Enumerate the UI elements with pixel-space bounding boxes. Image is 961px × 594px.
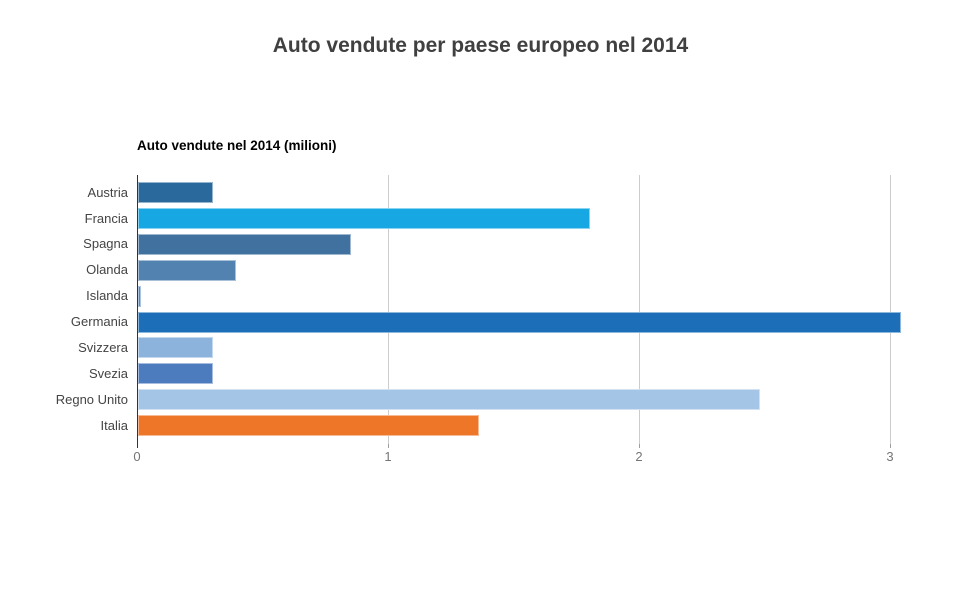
- axis-tick: [889, 444, 891, 448]
- grid-line: [889, 175, 891, 444]
- bar-islanda[interactable]: [138, 285, 141, 307]
- axis-tick: [638, 444, 640, 448]
- bar-svezia[interactable]: [138, 363, 214, 385]
- category-label: Olanda: [86, 262, 128, 278]
- bar-olanda[interactable]: [138, 259, 236, 281]
- category-label: Italia: [100, 417, 128, 433]
- x-tick-label: 2: [635, 449, 643, 464]
- category-label: Austria: [87, 184, 128, 200]
- category-label: Islanda: [86, 288, 128, 304]
- category-label: Svizzera: [78, 339, 128, 355]
- category-axis-labels: Austria Francia Spagna Olanda Islanda Germani…: [0, 175, 128, 444]
- category-label: Germania: [70, 314, 128, 330]
- chart-subtitle: Auto vendute nel 2014 (milioni): [137, 138, 337, 153]
- y-axis-line: [137, 175, 138, 448]
- grid-line: [387, 175, 389, 444]
- bar-germania[interactable]: [138, 311, 902, 333]
- plot-area: [136, 175, 957, 448]
- category-label: Francia: [84, 210, 128, 226]
- category-label: Spagna: [83, 236, 128, 252]
- x-axis-labels: 0 1 2 3: [0, 449, 961, 467]
- axis-tick: [387, 444, 389, 448]
- chart-main-title: Auto vendute per paese europeo nel 2014: [272, 34, 689, 57]
- grid-line: [638, 175, 640, 444]
- bar-spagna[interactable]: [138, 233, 352, 255]
- x-tick-label: 1: [384, 449, 392, 464]
- bar-svizzera[interactable]: [138, 337, 214, 359]
- bar-italia[interactable]: [138, 415, 480, 437]
- bar-regno-unito[interactable]: [138, 389, 761, 411]
- bar-austria[interactable]: [138, 182, 214, 204]
- bar-francia[interactable]: [138, 208, 590, 230]
- x-tick-label: 0: [133, 449, 141, 464]
- category-label: Svezia: [88, 365, 128, 381]
- category-label: Regno Unito: [55, 391, 128, 407]
- x-tick-label: 3: [886, 449, 894, 464]
